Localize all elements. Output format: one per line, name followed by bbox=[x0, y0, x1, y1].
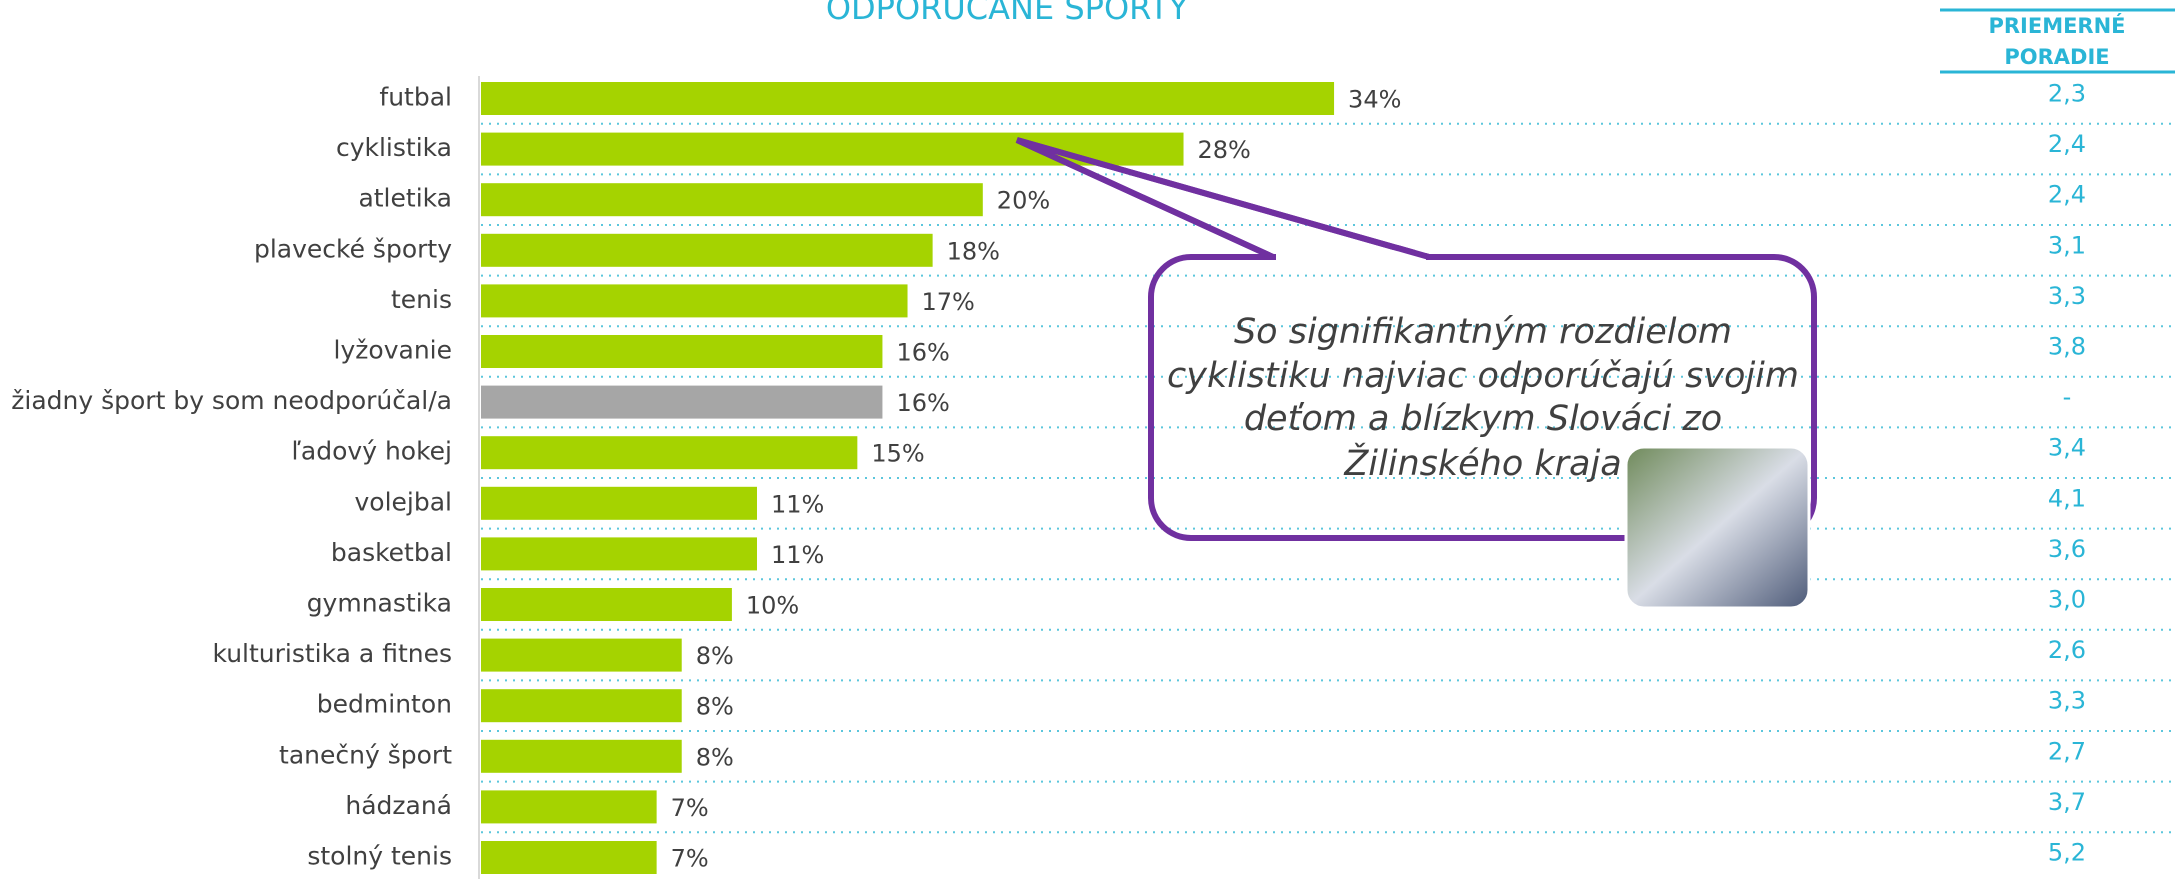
bar bbox=[481, 436, 858, 470]
category-label: kulturistika a fitnes bbox=[212, 639, 452, 668]
value-label: 18% bbox=[947, 237, 1000, 265]
category-label: futbal bbox=[379, 83, 452, 112]
bar bbox=[481, 335, 883, 368]
callout-box bbox=[1148, 254, 1817, 541]
category-label: atletika bbox=[358, 184, 452, 213]
value-label: 11% bbox=[771, 490, 824, 518]
bar bbox=[481, 689, 682, 723]
bar bbox=[481, 183, 983, 217]
rank-header: PORADIE bbox=[2004, 45, 2109, 69]
callout: So signifikantným rozdielom cyklistiku n… bbox=[1015, 137, 1817, 610]
category-label: stolný tenis bbox=[307, 842, 452, 871]
value-label: 16% bbox=[896, 339, 949, 367]
rank-value: 3,3 bbox=[2048, 282, 2086, 310]
callout-text: cyklistiku najviac odporúčajú svojim bbox=[1167, 356, 1799, 396]
callout-text: Žilinského kraja bbox=[1343, 442, 1621, 484]
value-label: 28% bbox=[1198, 136, 1251, 164]
rank-value: 3,4 bbox=[2048, 434, 2086, 462]
category-label: hádzaná bbox=[345, 791, 452, 820]
category-label: plavecké športy bbox=[254, 234, 452, 263]
bar bbox=[481, 82, 1335, 115]
value-label: 15% bbox=[871, 440, 924, 468]
category-label: bedminton bbox=[317, 690, 452, 719]
category-label: ľadový hokej bbox=[292, 437, 452, 466]
value-label: 17% bbox=[922, 288, 975, 316]
category-label: gymnastika bbox=[307, 589, 452, 618]
pointer-gap bbox=[1276, 250, 1426, 262]
bar bbox=[481, 790, 657, 824]
bar bbox=[481, 132, 1184, 166]
rank-value: 3,6 bbox=[2048, 535, 2086, 563]
category-label: lyžovanie bbox=[334, 336, 452, 365]
rank-header: PRIEMERNÉ bbox=[1988, 13, 2125, 38]
rank-value: 3,7 bbox=[2048, 788, 2086, 816]
rank-value: 5,2 bbox=[2048, 839, 2086, 867]
rank-value: 2,4 bbox=[2048, 181, 2086, 209]
bar bbox=[481, 588, 732, 621]
value-label: 34% bbox=[1348, 86, 1401, 114]
category-label: tenis bbox=[391, 285, 452, 314]
category-label: žiadny šport by som neodporúčal/a bbox=[11, 386, 452, 415]
value-label: 7% bbox=[671, 794, 709, 822]
value-label: 8% bbox=[696, 693, 734, 721]
rank-value: 3,8 bbox=[2048, 333, 2086, 361]
category-label: volejbal bbox=[355, 487, 453, 516]
category-label: tanečný šport bbox=[279, 740, 452, 769]
rank-value: 2,6 bbox=[2048, 636, 2086, 664]
rank-value: 2,4 bbox=[2048, 130, 2086, 158]
cyclist-photo bbox=[1624, 445, 1811, 610]
callout-pointer bbox=[1015, 137, 1430, 260]
bar bbox=[481, 233, 933, 267]
value-label: 7% bbox=[671, 845, 709, 873]
callout-text: So signifikantným rozdielom bbox=[1234, 312, 1732, 352]
bar bbox=[481, 739, 682, 773]
bar bbox=[481, 284, 908, 318]
value-label: 20% bbox=[997, 187, 1050, 215]
rank-value: - bbox=[2063, 383, 2072, 411]
rank-value: 2,7 bbox=[2048, 737, 2086, 765]
category-label: cyklistika bbox=[336, 133, 452, 162]
category-label: basketbal bbox=[331, 538, 452, 567]
rank-value: 3,3 bbox=[2048, 687, 2086, 715]
value-label: 8% bbox=[696, 642, 734, 670]
bar bbox=[481, 385, 883, 419]
bar bbox=[481, 486, 757, 520]
callout-text: deťom a blízkym Slováci zo bbox=[1244, 399, 1722, 439]
value-label: 16% bbox=[896, 389, 949, 417]
rank-value: 3,1 bbox=[2048, 231, 2086, 259]
bar bbox=[481, 638, 682, 672]
rank-value: 4,1 bbox=[2048, 484, 2086, 512]
value-label: 11% bbox=[771, 541, 824, 569]
rank-value: 3,0 bbox=[2048, 586, 2086, 614]
bar bbox=[481, 537, 757, 571]
value-label: 8% bbox=[696, 743, 734, 771]
chart-title: ODPORÚČANÉ ŠPORTY bbox=[826, 0, 1189, 27]
value-label: 10% bbox=[746, 592, 799, 620]
rank-value: 2,3 bbox=[2048, 80, 2086, 108]
bar bbox=[481, 841, 657, 874]
